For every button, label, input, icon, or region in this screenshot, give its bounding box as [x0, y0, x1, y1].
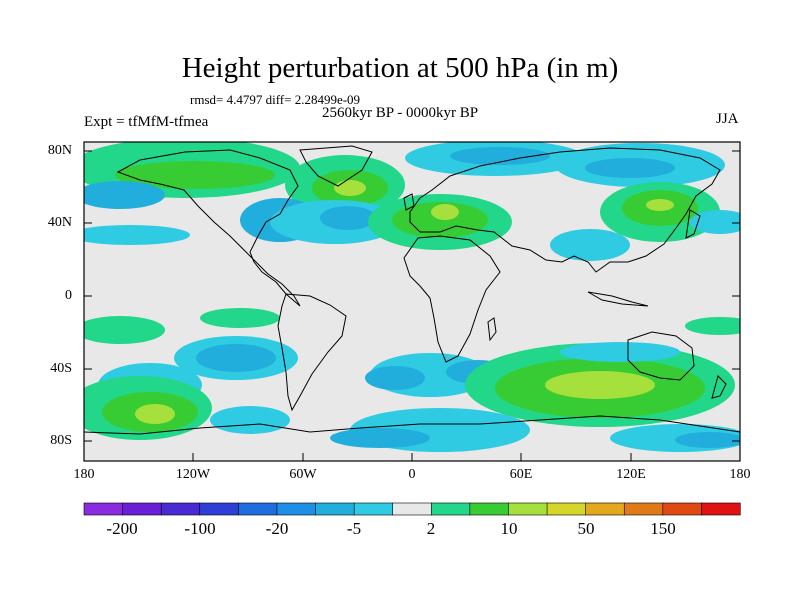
colorbar-tick-label: -5	[347, 519, 361, 539]
colorbar-tick-label: 10	[501, 519, 518, 539]
lat-label: 40N	[48, 215, 72, 231]
lon-label: 60W	[289, 467, 316, 483]
colorbar-swatch	[238, 503, 277, 515]
lon-label: 120E	[616, 467, 646, 483]
contour-blob	[560, 342, 680, 362]
contour-blob	[685, 317, 755, 335]
colorbar-tick-label: 150	[650, 519, 676, 539]
colorbar-swatch	[586, 503, 625, 515]
colorbar	[84, 503, 740, 515]
colorbar-swatch	[84, 503, 123, 515]
colorbar-swatch	[161, 503, 200, 515]
lon-label: 120W	[176, 467, 210, 483]
contour-blob	[550, 229, 630, 261]
contour-blob	[70, 225, 190, 245]
lat-label: 80S	[50, 433, 72, 449]
contour-blob	[210, 406, 290, 434]
lon-label: 180	[730, 467, 751, 483]
contour-blob	[135, 404, 175, 424]
contour-blob	[585, 158, 675, 178]
contour-blob	[196, 344, 276, 372]
contour-blob	[365, 366, 425, 390]
contour-blob	[675, 432, 745, 448]
colorbar-swatch	[547, 503, 586, 515]
contour-blob	[75, 316, 165, 344]
colorbar-swatch	[508, 503, 547, 515]
contour-blob	[545, 371, 655, 399]
lon-label: 0	[409, 467, 416, 483]
colorbar-swatch	[316, 503, 355, 515]
colorbar-swatch	[393, 503, 432, 515]
colorbar-swatch	[431, 503, 470, 515]
colorbar-swatch	[701, 503, 740, 515]
colorbar-swatch	[123, 503, 162, 515]
contour-blob	[320, 206, 376, 230]
colorbar-swatch	[663, 503, 702, 515]
contour-blob	[646, 199, 674, 211]
contour-blob	[690, 210, 750, 234]
colorbar-tick-label: 2	[427, 519, 436, 539]
contour-blob	[334, 180, 366, 196]
colorbar-swatch	[277, 503, 316, 515]
colorbar-tick-label: -100	[184, 519, 215, 539]
map-svg	[0, 0, 800, 600]
colorbar-swatch	[200, 503, 239, 515]
lon-label: 60E	[510, 467, 533, 483]
colorbar-swatch	[624, 503, 663, 515]
colorbar-swatch	[470, 503, 509, 515]
contour-blob	[200, 308, 280, 328]
colorbar-swatch	[354, 503, 393, 515]
contour-blob	[75, 181, 165, 209]
colorbar-tick-label: 50	[578, 519, 595, 539]
contour-blob	[330, 428, 430, 448]
lat-label: 40S	[50, 361, 72, 377]
colorbar-tick-label: -200	[106, 519, 137, 539]
contour-blob	[431, 204, 459, 220]
colorbar-tick-label: -20	[266, 519, 289, 539]
lat-label: 0	[65, 288, 72, 304]
lon-label: 180	[74, 467, 95, 483]
lat-label: 80N	[48, 143, 72, 159]
